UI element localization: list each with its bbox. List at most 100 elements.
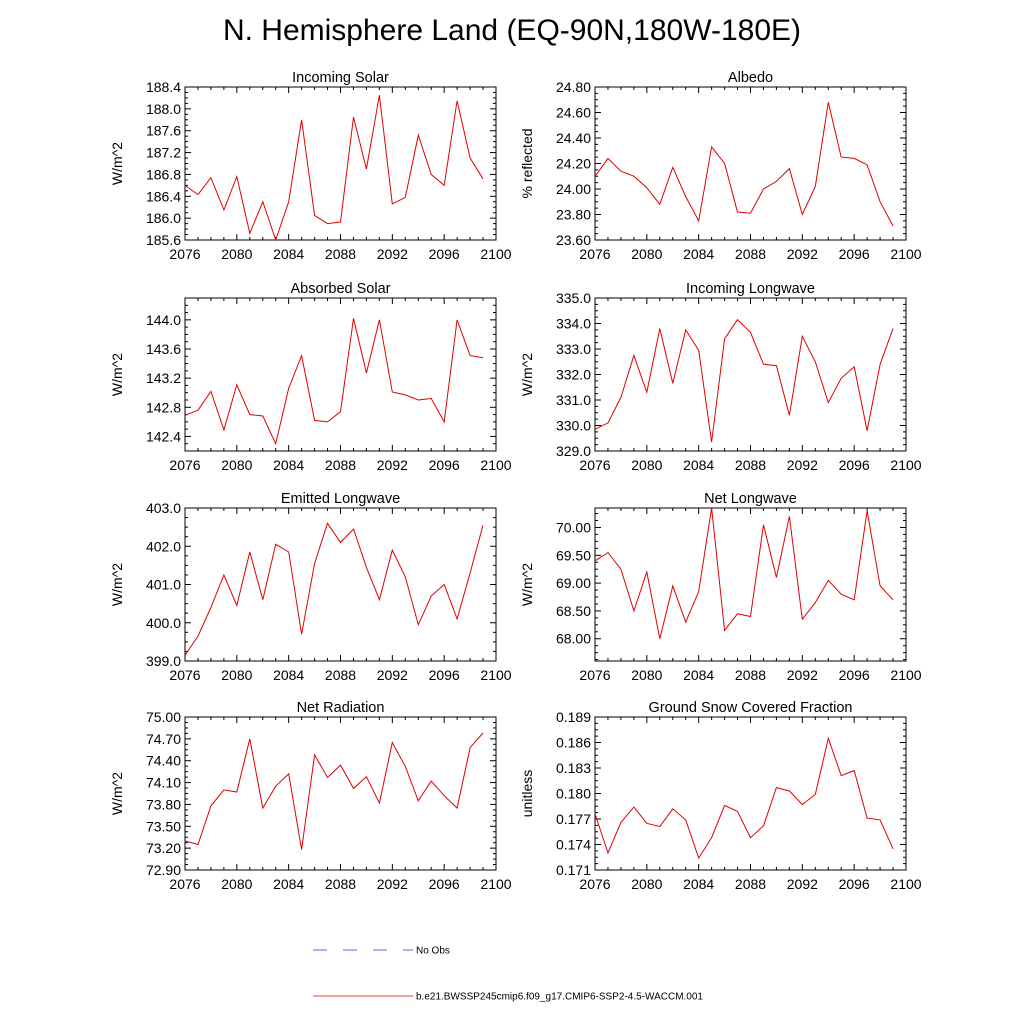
absorbed-solar-title: Absorbed Solar xyxy=(291,281,391,297)
net-radiation-ytick-label: 73.80 xyxy=(146,796,181,812)
ground-snow-covered-fraction-xtick-label: 2092 xyxy=(787,876,818,892)
ground-snow-covered-fraction-xtick-label: 2100 xyxy=(890,876,921,892)
ground-snow-covered-fraction-series-line-0 xyxy=(594,736,894,860)
emitted-longwave-title: Emitted Longwave xyxy=(281,491,400,507)
ground-snow-covered-fraction-xtick-label: 2076 xyxy=(579,876,610,892)
incoming-solar-ytick-label: 186.0 xyxy=(146,210,181,226)
absorbed-solar-series-line-0 xyxy=(184,318,484,446)
ground-snow-covered-fraction-ytick-label: 0.186 xyxy=(556,735,591,751)
panel-incoming-solar: Incoming Solar W/m^2 2076 2080 2084 2088 2092 2… xyxy=(109,70,512,262)
albedo-xtick-label: 2084 xyxy=(683,246,714,262)
emitted-longwave-xtick-label: 2088 xyxy=(325,667,356,683)
absorbed-solar-plot-frame xyxy=(184,297,497,452)
incoming-solar-xtick-label: 2100 xyxy=(480,246,511,262)
incoming-longwave-xtick-label: 2084 xyxy=(683,457,714,473)
albedo-xtick-label: 2088 xyxy=(735,246,766,262)
incoming-solar-xtick-label: 2084 xyxy=(273,246,304,262)
incoming-longwave-ytick-label: 335.0 xyxy=(556,290,591,306)
absorbed-solar-ytick-label: 143.2 xyxy=(146,370,181,386)
emitted-longwave-series-line-0 xyxy=(184,522,484,656)
albedo-ytick-label: 24.40 xyxy=(556,130,591,146)
emitted-longwave-ytick-label: 402.0 xyxy=(146,538,181,554)
ground-snow-covered-fraction-ylabel: unitless xyxy=(519,770,535,817)
panels: Incoming Solar W/m^2 2076 2080 2084 2088 2092 2… xyxy=(109,70,922,892)
absorbed-solar-xtick-label: 2088 xyxy=(325,457,356,473)
incoming-longwave-series-line-0 xyxy=(594,318,894,443)
incoming-solar-ylabel: W/m^2 xyxy=(109,142,125,185)
legend: No Obs b.e21.BWSSP245cmip6.f09_g17.CMIP6… xyxy=(313,946,703,1003)
incoming-longwave-xtick-label: 2088 xyxy=(735,457,766,473)
ground-snow-covered-fraction-ytick-label: 0.177 xyxy=(556,811,591,827)
incoming-solar-ytick-label: 188.4 xyxy=(146,79,181,95)
absorbed-solar-xtick-label: 2096 xyxy=(429,457,460,473)
absorbed-solar-xtick-label: 2100 xyxy=(480,457,511,473)
incoming-solar-xtick-label: 2096 xyxy=(429,246,460,262)
absorbed-solar-ytick-label: 142.4 xyxy=(146,428,181,444)
net-radiation-xtick-label: 2100 xyxy=(480,876,511,892)
albedo-ytick-label: 24.80 xyxy=(556,79,591,95)
net-radiation-xtick-label: 2084 xyxy=(273,876,304,892)
absorbed-solar-ytick-label: 143.6 xyxy=(146,341,181,357)
absorbed-solar-ytick-label: 144.0 xyxy=(146,312,181,328)
net-radiation-ytick-label: 74.10 xyxy=(146,775,181,791)
incoming-longwave-xtick-label: 2076 xyxy=(579,457,610,473)
emitted-longwave-xtick-label: 2096 xyxy=(429,667,460,683)
incoming-longwave-plot-frame xyxy=(594,297,907,452)
incoming-longwave-title: Incoming Longwave xyxy=(686,281,815,297)
albedo-xtick-label: 2092 xyxy=(787,246,818,262)
net-radiation-xtick-label: 2076 xyxy=(169,876,200,892)
incoming-solar-xtick-label: 2088 xyxy=(325,246,356,262)
net-longwave-xtick-label: 2096 xyxy=(839,667,870,683)
emitted-longwave-ytick-label: 400.0 xyxy=(146,615,181,631)
absorbed-solar-ylabel: W/m^2 xyxy=(109,353,125,396)
net-longwave-ytick-label: 69.50 xyxy=(556,547,591,563)
emitted-longwave-xtick-label: 2076 xyxy=(169,667,200,683)
absorbed-solar-xtick-label: 2076 xyxy=(169,457,200,473)
incoming-solar-series-line-0 xyxy=(184,95,484,242)
ground-snow-covered-fraction-ytick-label: 0.174 xyxy=(556,837,591,853)
ground-snow-covered-fraction-plot-frame xyxy=(594,716,907,871)
ground-snow-covered-fraction-xtick-label: 2084 xyxy=(683,876,714,892)
albedo-ytick-label: 24.60 xyxy=(556,105,591,121)
albedo-ytick-label: 24.20 xyxy=(556,156,591,172)
net-longwave-ytick-label: 68.50 xyxy=(556,603,591,619)
ground-snow-covered-fraction-ytick-label: 0.189 xyxy=(556,709,591,725)
incoming-solar-title: Incoming Solar xyxy=(292,70,389,86)
albedo-ylabel: % reflected xyxy=(519,128,535,198)
panel-net-longwave: Net Longwave W/m^2 2076 2080 2084 2088 2092 209… xyxy=(519,491,922,683)
incoming-solar-xtick-label: 2080 xyxy=(221,246,252,262)
ground-snow-covered-fraction-ytick-label: 0.183 xyxy=(556,760,591,776)
net-radiation-ytick-label: 73.20 xyxy=(146,840,181,856)
ground-snow-covered-fraction-xtick-label: 2088 xyxy=(735,876,766,892)
emitted-longwave-plot-frame xyxy=(184,507,497,662)
net-longwave-ytick-label: 68.00 xyxy=(556,631,591,647)
net-radiation-title: Net Radiation xyxy=(297,700,385,716)
panel-incoming-longwave: Incoming Longwave W/m^2 2076 2080 2084 2088 20… xyxy=(519,281,922,473)
incoming-solar-ytick-label: 188.0 xyxy=(146,101,181,117)
panel-absorbed-solar: Absorbed Solar W/m^2 2076 2080 2084 2088 2092 2… xyxy=(109,281,512,473)
incoming-longwave-xtick-label: 2100 xyxy=(890,457,921,473)
net-longwave-title: Net Longwave xyxy=(704,491,797,507)
panel-emitted-longwave: Emitted Longwave W/m^2 2076 2080 2084 2088 209… xyxy=(109,491,512,683)
net-longwave-xtick-label: 2088 xyxy=(735,667,766,683)
incoming-longwave-ylabel: W/m^2 xyxy=(519,353,535,396)
albedo-xtick-label: 2100 xyxy=(890,246,921,262)
incoming-longwave-ytick-label: 329.0 xyxy=(556,443,591,459)
albedo-plot-frame xyxy=(594,86,907,241)
incoming-solar-plot-frame xyxy=(184,86,497,241)
incoming-longwave-ytick-label: 334.0 xyxy=(556,316,591,332)
net-radiation-plot-frame xyxy=(184,716,497,871)
incoming-solar-ytick-label: 187.6 xyxy=(146,123,181,139)
legend-label-no-obs: No Obs xyxy=(416,946,450,957)
net-radiation-ytick-label: 74.40 xyxy=(146,753,181,769)
albedo-ytick-label: 24.00 xyxy=(556,181,591,197)
incoming-longwave-xtick-label: 2092 xyxy=(787,457,818,473)
incoming-solar-ytick-label: 185.6 xyxy=(146,232,181,248)
net-radiation-ytick-label: 75.00 xyxy=(146,709,181,725)
net-longwave-xtick-label: 2076 xyxy=(579,667,610,683)
emitted-longwave-ytick-label: 399.0 xyxy=(146,653,181,669)
albedo-title: Albedo xyxy=(728,70,773,86)
net-radiation-xtick-label: 2080 xyxy=(221,876,252,892)
albedo-xtick-label: 2080 xyxy=(631,246,662,262)
incoming-longwave-ytick-label: 330.0 xyxy=(556,418,591,434)
